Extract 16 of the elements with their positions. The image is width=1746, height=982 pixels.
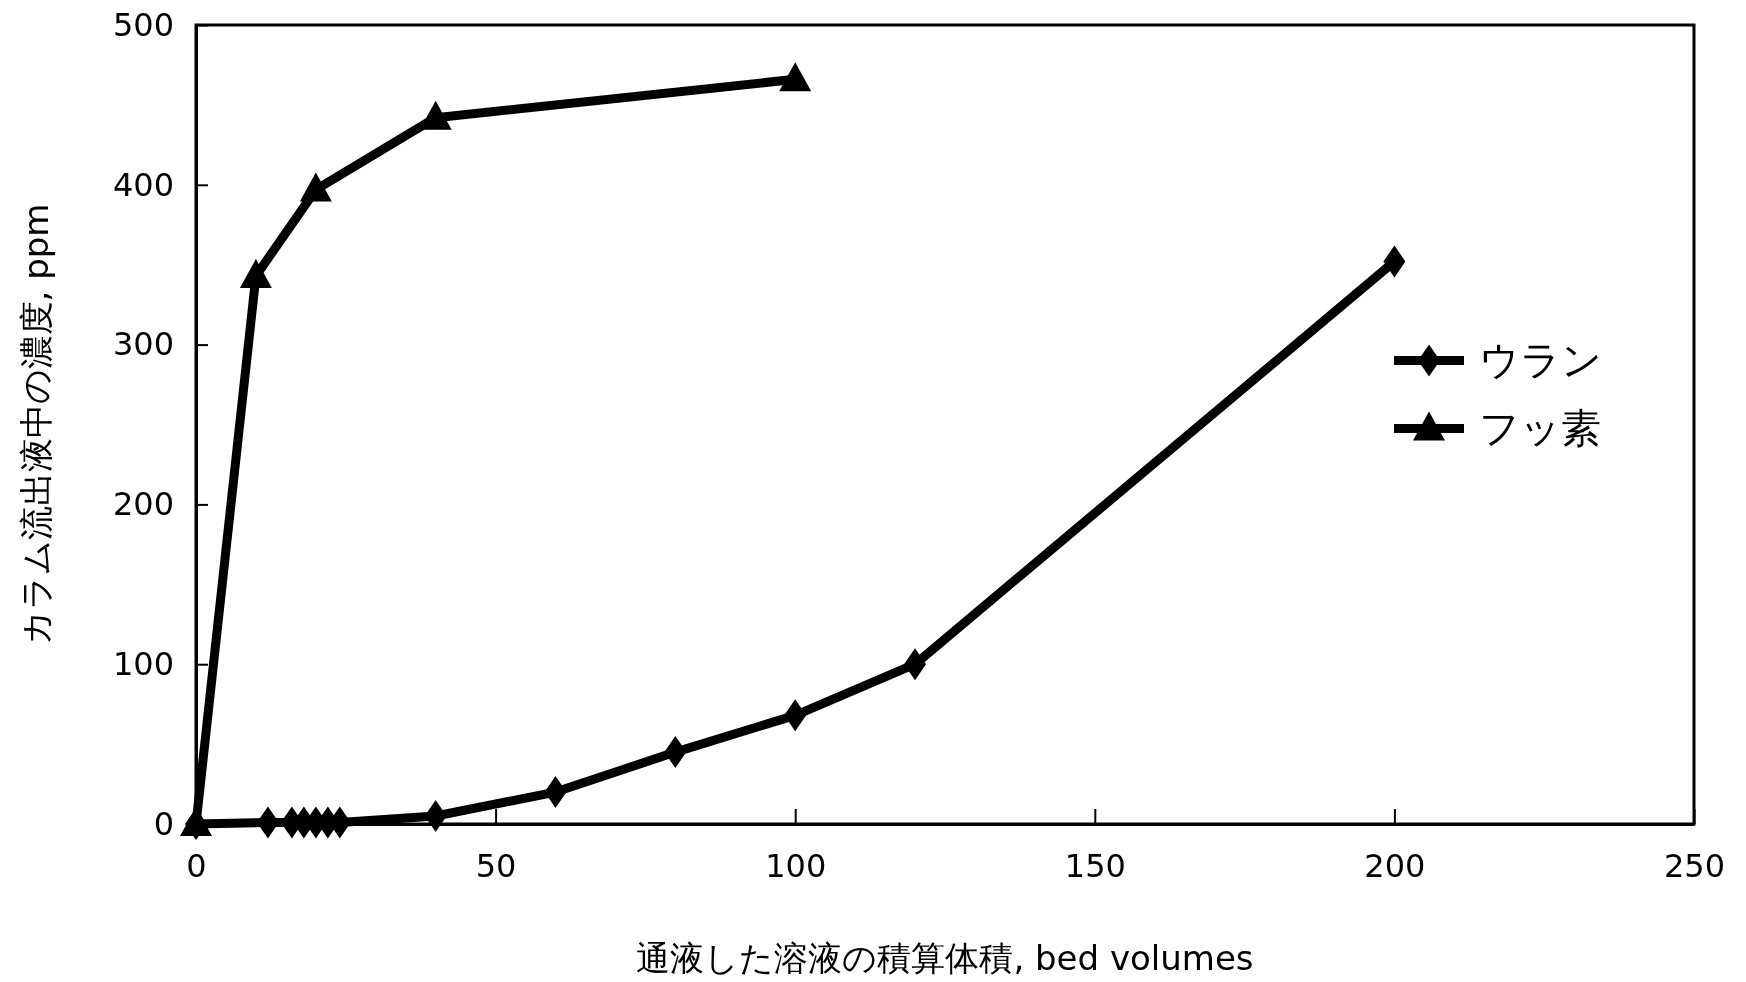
legend-label: ウラン — [1479, 336, 1602, 383]
x-tick-label: 50 — [475, 846, 517, 885]
y-tick-label: 500 — [112, 5, 174, 44]
y-axis-title: カラム流出液中の濃度, ppm — [16, 203, 56, 646]
y-tick-label: 400 — [112, 165, 174, 204]
legend-label: フッ素 — [1479, 404, 1601, 451]
y-tick-label: 200 — [112, 485, 174, 524]
x-axis-title: 通液した溶液の積算体積, bed volumes — [636, 938, 1254, 978]
x-tick-label: 0 — [186, 846, 207, 885]
y-tick-label: 0 — [153, 804, 174, 843]
x-tick-label: 150 — [1064, 846, 1126, 885]
x-tick-label: 250 — [1663, 846, 1726, 885]
x-tick-label: 200 — [1364, 846, 1426, 885]
x-tick-label: 100 — [765, 846, 827, 885]
y-tick-label: 100 — [112, 644, 174, 683]
y-tick-label: 300 — [112, 325, 174, 364]
